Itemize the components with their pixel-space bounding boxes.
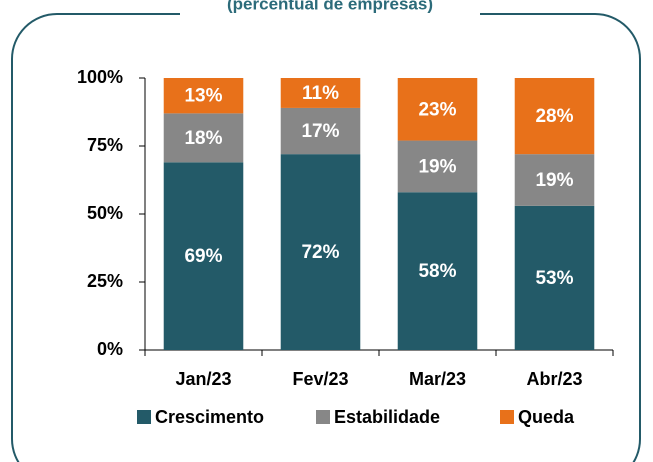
data-label: 53% [535,268,573,289]
data-label: 19% [418,156,456,177]
y-tick-label: 75% [87,135,123,155]
data-label: 72% [301,242,339,263]
data-label: 19% [535,170,573,191]
bar-segment [280,107,361,155]
y-tick-label: 100% [77,67,123,87]
legend-swatch [500,410,514,424]
legend-label: Estabilidade [334,407,440,427]
bar-segment [280,78,361,108]
bar-segment [163,78,244,114]
legend-label: Queda [518,407,575,427]
data-label: 17% [301,121,339,142]
data-label: 58% [418,261,456,282]
x-tick-label: Mar/23 [409,369,466,389]
bar-segment [397,140,478,193]
bar-segment [397,192,478,350]
legend-swatch [316,410,330,424]
data-label: 11% [302,83,339,104]
data-label: 23% [418,99,456,120]
bar-segment [163,162,244,350]
y-tick-label: 50% [87,203,123,223]
x-tick-label: Fev/23 [292,369,348,389]
x-tick-label: Abr/23 [526,369,582,389]
y-tick-label: 25% [87,271,123,291]
legend-swatch [137,410,151,424]
data-label: 18% [184,128,222,149]
bar-segment [514,78,595,155]
title-backdrop [180,0,480,18]
bar-segment [163,113,244,163]
legend-label: Crescimento [155,407,264,427]
y-tick-label: 0% [97,339,123,359]
x-tick-label: Jan/23 [175,369,231,389]
bar-segment [397,78,478,141]
data-label: 13% [184,86,222,107]
data-label: 69% [184,246,222,267]
bar-segment [280,154,361,350]
bar-segment [514,205,595,350]
bar-segment [514,154,595,206]
chart-subtitle: (percentual de empresas) [227,0,433,13]
data-label: 28% [535,106,573,127]
